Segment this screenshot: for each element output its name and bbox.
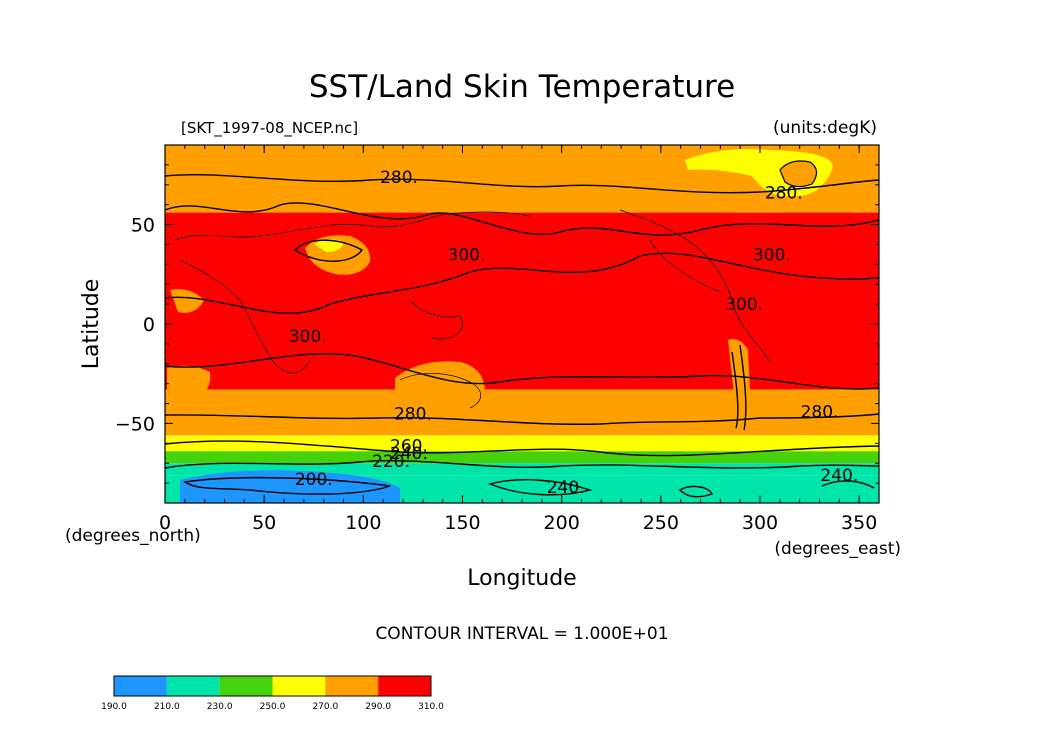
colorbar-label-2: 230.0	[207, 702, 233, 712]
chart-title: SST/Land Skin Temperature	[309, 69, 735, 105]
zonal-band-5	[165, 463, 879, 476]
contour-label-13: 240.	[820, 466, 858, 486]
zonal-band-4	[165, 451, 879, 464]
y-tick-label-0: 0	[143, 314, 155, 336]
zonal-band-2	[165, 389, 879, 436]
colorbar-segment-0	[114, 676, 167, 696]
colorbar-label-1: 210.0	[154, 702, 180, 712]
x-tick-label-300: 300	[742, 512, 778, 534]
colorbar-label-5: 290.0	[365, 702, 391, 712]
x-tick-label-0: 0	[159, 512, 171, 534]
colorbar	[113, 675, 432, 697]
y-tick-label-50: 50	[131, 215, 155, 237]
y-tick-label--50: −50	[115, 413, 155, 435]
y-axis-label: Latitude	[79, 279, 104, 370]
contour-label-7: 280.	[801, 402, 839, 422]
contour-label-0: 280.	[380, 168, 418, 188]
contour-label-10: 220.	[372, 452, 410, 472]
colorbar-label-3: 250.0	[260, 702, 286, 712]
contour-label-6: 280.	[394, 404, 432, 424]
tibet-plateau-core	[314, 239, 344, 252]
contour-label-1: 280.	[765, 184, 803, 204]
source-label: [SKT_1997-08_NCEP.nc]	[181, 119, 358, 138]
units-label: (units:degK)	[773, 118, 877, 138]
colorbar-segment-2	[219, 676, 273, 696]
colorbar-segment-4	[325, 676, 379, 696]
x-tick-label-100: 100	[345, 512, 381, 534]
greenland-ice-core	[779, 160, 818, 188]
zonal-band-1	[165, 212, 879, 390]
colorbar-label-4: 270.0	[312, 702, 338, 712]
x-axis-label: Longitude	[467, 566, 576, 591]
contour-label-9: 240.	[390, 444, 428, 464]
contour-label-3: 300.	[753, 245, 791, 265]
contour-label-11: 200.	[295, 470, 333, 490]
north-africa-desert	[170, 289, 204, 313]
contour-label-4: 300.	[725, 295, 763, 315]
x-tick-label-50: 50	[252, 512, 276, 534]
colorbar-segment-5	[378, 676, 431, 696]
contour-lines	[165, 173, 879, 498]
contour-label-12: 240.	[547, 478, 585, 498]
x-tick-label-200: 200	[544, 512, 580, 534]
x-tick-label-150: 150	[444, 512, 480, 534]
contour-interval-label: CONTOUR INTERVAL = 1.000E+01	[375, 624, 668, 644]
zonal-band-3	[165, 435, 879, 452]
contour-label-2: 300.	[448, 245, 486, 265]
colorbar-label-0: 190.0	[101, 702, 127, 712]
contour-label-8: 260.	[390, 436, 428, 456]
x-tick-label-250: 250	[643, 512, 679, 534]
temperature-field: 280.280.300. 300.300.300.280. 280.260.240.…	[165, 145, 879, 503]
contour-label-5: 300.	[289, 327, 327, 347]
colorbar-segment-1	[166, 676, 220, 696]
x-tick-label-350: 350	[841, 512, 877, 534]
x-unit-label: (degrees_east)	[774, 539, 901, 559]
colorbar-segment-3	[272, 676, 326, 696]
y-unit-label: (degrees_north)	[65, 526, 201, 546]
colorbar-label-6: 310.0	[418, 702, 444, 712]
colorbar-frame	[113, 675, 432, 697]
south-pacific-cold-patch	[660, 482, 716, 499]
south-africa-region	[167, 365, 211, 396]
coastline-lines	[174, 209, 771, 409]
